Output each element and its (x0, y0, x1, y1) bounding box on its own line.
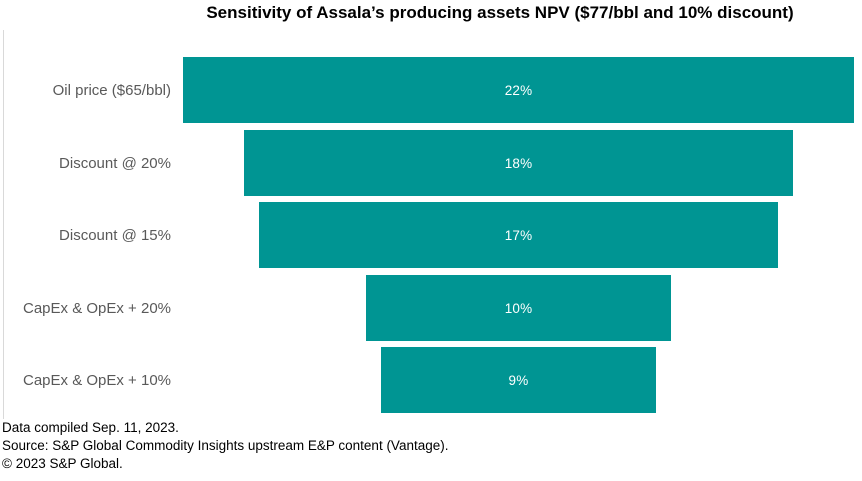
bar: 22% (183, 57, 854, 123)
bar-row: Discount @ 15% 17% (0, 202, 862, 268)
bar: 10% (366, 275, 671, 341)
footer-compiled-note: Data compiled Sep. 11, 2023. (2, 420, 179, 435)
category-label: CapEx & OpEx + 20% (23, 299, 171, 317)
footer-copyright-note: © 2023 S&P Global. (2, 456, 123, 471)
bar-value-label: 18% (504, 155, 533, 171)
bar-value-label: 17% (504, 227, 533, 243)
category-label: Discount @ 15% (59, 226, 171, 244)
category-label: CapEx & OpEx + 10% (23, 371, 171, 389)
bar-value-label: 9% (508, 372, 529, 388)
bar-row: CapEx & OpEx + 20% 10% (0, 275, 862, 341)
category-label: Oil price ($65/bbl) (52, 81, 171, 99)
bar-value-label: 22% (504, 82, 533, 98)
bar: 17% (259, 202, 778, 268)
footer-source-note: Source: S&P Global Commodity Insights up… (2, 438, 449, 453)
bar: 9% (381, 347, 656, 413)
y-axis-line (3, 30, 4, 419)
bar-value-label: 10% (504, 300, 533, 316)
chart-title: Sensitivity of Assala’s producing assets… (206, 3, 794, 22)
bar-row: CapEx & OpEx + 10% 9% (0, 347, 862, 413)
chart-footer: Data compiled Sep. 11, 2023. Source: S&P… (2, 419, 448, 473)
bar-row: Oil price ($65/bbl) 22% (0, 57, 862, 123)
bar-row: Discount @ 20% 18% (0, 130, 862, 196)
bar: 18% (244, 130, 793, 196)
category-label: Discount @ 20% (59, 154, 171, 172)
